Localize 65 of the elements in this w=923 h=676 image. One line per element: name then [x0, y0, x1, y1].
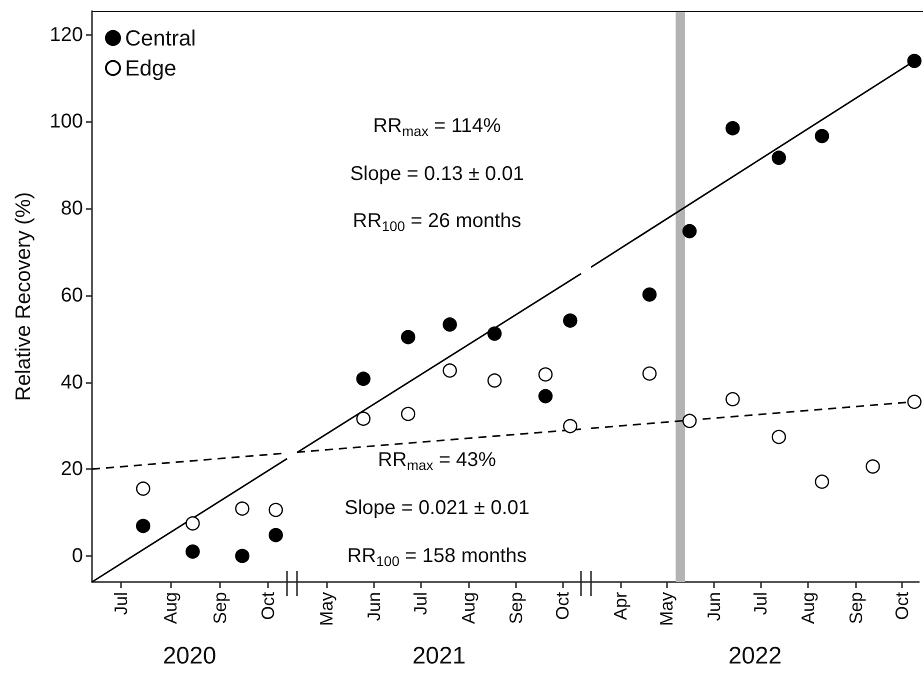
- point: [136, 518, 150, 534]
- point: [538, 389, 553, 404]
- legend-label: Edge: [125, 56, 176, 80]
- point: [400, 330, 416, 344]
- point: [235, 501, 250, 516]
- point: [186, 516, 200, 531]
- point: [538, 367, 553, 382]
- x-tick-label: Jul: [110, 592, 131, 616]
- point: [487, 373, 502, 388]
- x-tick-label: Jun: [364, 592, 384, 622]
- y-tick-label: 20: [60, 458, 83, 480]
- point: [442, 317, 457, 332]
- x-axis-title: 2020: [162, 642, 216, 670]
- point: [268, 528, 283, 542]
- point: [907, 54, 922, 68]
- point: [563, 313, 578, 328]
- point: [642, 287, 657, 302]
- x-axis-title: 2022: [728, 642, 782, 670]
- x-tick-label: Jul: [410, 592, 430, 616]
- point: [268, 502, 283, 518]
- point: [442, 363, 457, 378]
- x-tick-label: May: [316, 592, 336, 626]
- point: [772, 430, 786, 444]
- x-tick-label: Oct: [552, 592, 572, 620]
- annotation: Slope = 0.021 ± 0.01: [344, 497, 530, 519]
- y-tick-label: 100: [50, 110, 83, 133]
- point: [356, 412, 371, 426]
- point: [726, 392, 740, 406]
- point: [682, 414, 697, 428]
- point: [235, 548, 250, 564]
- point: [400, 406, 416, 422]
- x-tick-label: Oct: [258, 592, 278, 620]
- x-tick-label: Jun: [704, 592, 724, 622]
- x-tick-label: Jul: [750, 592, 770, 616]
- point: [563, 418, 578, 434]
- point: [136, 481, 150, 496]
- y-axis-title: Relative Recovery (%): [12, 192, 35, 401]
- y-tick-label: 60: [60, 284, 83, 306]
- x-tick-label: Aug: [798, 592, 818, 624]
- legend-label: Central: [125, 26, 196, 50]
- x-tick-label: Aug: [160, 592, 180, 624]
- y-tick-label: 0: [72, 544, 83, 567]
- point: [814, 474, 830, 489]
- annotation: Slope = 0.13 ± 0.01: [350, 163, 524, 185]
- y-tick-label: 80: [60, 198, 83, 220]
- point: [642, 366, 657, 381]
- x-tick-label: May: [656, 592, 676, 626]
- x-axis-title: 2021: [412, 642, 466, 670]
- y-tick-label: 120: [50, 24, 83, 46]
- x-tick-label: Apr: [610, 592, 630, 620]
- x-tick-label: Oct: [892, 592, 912, 620]
- point: [866, 459, 880, 474]
- x-tick-label: Sep: [210, 592, 230, 624]
- point: [356, 372, 371, 386]
- point: [814, 128, 830, 144]
- point: [487, 326, 502, 341]
- point: [772, 150, 786, 165]
- point: [186, 544, 200, 559]
- point: [726, 121, 740, 136]
- y-tick-label: 40: [60, 371, 83, 394]
- point: [907, 394, 922, 409]
- x-tick-label: Sep: [846, 592, 866, 624]
- x-tick-label: Sep: [506, 592, 526, 624]
- point: [682, 224, 697, 238]
- x-tick-label: Aug: [458, 592, 478, 624]
